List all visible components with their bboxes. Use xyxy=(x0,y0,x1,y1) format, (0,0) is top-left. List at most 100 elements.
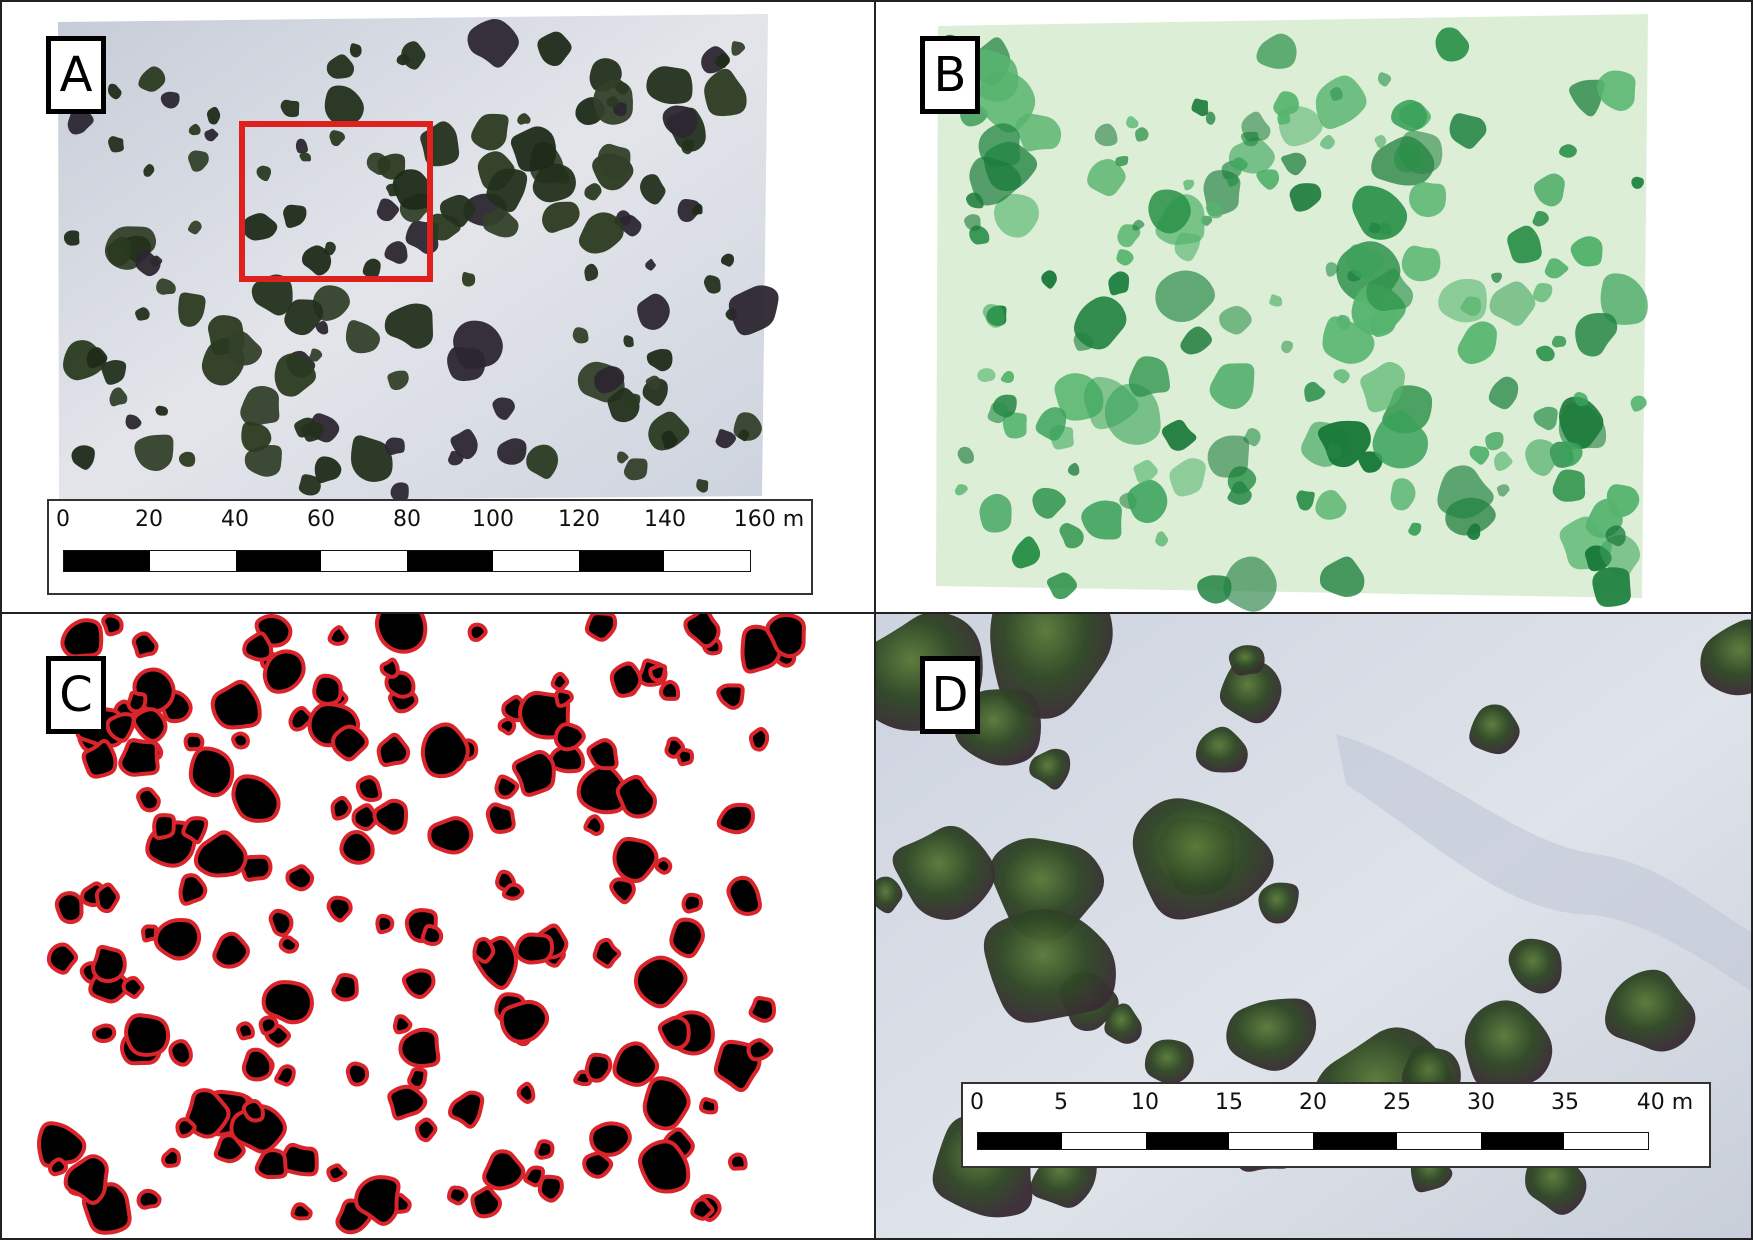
shrub-crown xyxy=(156,278,176,295)
vegetation-patch xyxy=(987,402,1008,424)
scale-tick: 10 xyxy=(1131,1090,1159,1115)
vegetation-patch xyxy=(1558,402,1607,450)
shrub-crown xyxy=(645,258,656,271)
vegetation-patch xyxy=(1346,244,1385,279)
segmented-shrub xyxy=(290,1202,313,1221)
vegetation-patch xyxy=(1223,556,1277,612)
segmented-shrub xyxy=(118,738,160,777)
vegetation-patch xyxy=(1358,451,1383,473)
shrub-crown xyxy=(108,136,124,153)
segmentation-image xyxy=(36,614,806,1235)
segmented-shrub xyxy=(514,932,555,965)
scale-tick: 140 xyxy=(644,507,686,532)
segmented-shrub xyxy=(238,854,273,882)
vegetation-patch xyxy=(1491,272,1503,283)
vegetation-patch xyxy=(1507,225,1542,264)
vegetation-patch xyxy=(969,156,1022,206)
shrub-crown xyxy=(1700,619,1751,696)
vegetation-patch xyxy=(1227,481,1252,505)
scale-bar-d-graphic xyxy=(977,1132,1649,1150)
scale-bar-a-graphic xyxy=(63,550,751,572)
segmented-shrub xyxy=(121,976,145,999)
vegetation-patch xyxy=(1228,137,1275,174)
segmented-shrub xyxy=(36,1121,87,1168)
segmented-shrub xyxy=(175,1117,197,1139)
segmented-shrub xyxy=(537,1174,564,1203)
segmented-shrub xyxy=(54,891,84,925)
scale-segment xyxy=(1396,1133,1481,1149)
shrub-crown xyxy=(386,183,400,197)
shrub-crown xyxy=(256,165,272,182)
vegetation-patch xyxy=(1032,487,1066,519)
vegetation-patch xyxy=(1569,79,1605,117)
vegetation-patch xyxy=(1241,111,1271,142)
segmented-shrub xyxy=(497,716,517,736)
vegetation-patch xyxy=(957,446,974,464)
segmented-shrub xyxy=(534,1139,555,1160)
vegetation-patch xyxy=(1046,572,1078,600)
shrub-crown xyxy=(401,41,426,70)
segmented-shrub xyxy=(485,802,516,834)
segmented-shrub xyxy=(288,706,315,732)
shrub-crown xyxy=(497,438,527,465)
scale-segment xyxy=(578,551,665,571)
segmented-shrub xyxy=(355,775,383,802)
vegetation-patch xyxy=(1132,219,1145,231)
segmented-shrub xyxy=(648,663,668,683)
scale-tick: 60 xyxy=(307,507,335,532)
vegetation-patch xyxy=(1169,458,1206,497)
segmented-shrub xyxy=(168,1039,193,1067)
shrub-crown xyxy=(1258,882,1299,924)
segmented-shrub xyxy=(683,614,721,649)
segmented-shrub xyxy=(60,618,104,659)
vegetation-patch xyxy=(1289,183,1322,212)
shrub-crown xyxy=(315,320,329,335)
segmented-shrub xyxy=(124,1013,171,1057)
segmented-shrub xyxy=(210,679,262,730)
segmented-shrub xyxy=(101,614,124,637)
scale-tick: 30 xyxy=(1467,1090,1495,1115)
vegetation-patch xyxy=(1559,440,1583,467)
segmented-shrub xyxy=(91,944,127,984)
shrub-crown xyxy=(637,293,670,330)
shrub-crown xyxy=(983,909,1116,1023)
shrub-crown xyxy=(1029,748,1071,790)
segmented-shrub xyxy=(726,875,762,916)
shrub-crown xyxy=(160,91,180,109)
vegetation-patch xyxy=(1011,536,1041,569)
scale-tick: 25 xyxy=(1383,1090,1411,1115)
vegetation-patch xyxy=(1360,361,1405,413)
segmented-shrub xyxy=(609,877,636,905)
shrub-crown xyxy=(178,451,196,467)
segmented-shrub xyxy=(589,1121,632,1157)
vegetation-patch xyxy=(1319,556,1365,597)
vegetation-patch xyxy=(1366,268,1414,311)
shrub-crown xyxy=(155,405,169,416)
segmented-shrub xyxy=(657,1015,691,1051)
segmented-shrub xyxy=(354,1175,401,1226)
vegetation-patch xyxy=(1573,391,1589,407)
vegetation-index-image xyxy=(936,14,1648,612)
vegetation-patch xyxy=(982,304,1005,328)
shrub-crown xyxy=(274,353,317,397)
segmented-shrub xyxy=(467,622,488,642)
vegetation-patch xyxy=(1155,270,1215,323)
segmented-shrub xyxy=(81,739,118,779)
vegetation-patch xyxy=(1320,134,1335,150)
vegetation-patch xyxy=(1570,236,1603,267)
shrub-crown xyxy=(572,327,589,344)
shrub-crown xyxy=(731,41,746,56)
vegetation-patch xyxy=(1155,531,1169,547)
scale-tick: 0 xyxy=(970,1090,984,1115)
shrub-crown xyxy=(615,81,629,95)
vegetation-patch xyxy=(1408,522,1422,536)
shrub-crown xyxy=(326,54,355,79)
shrub-crown xyxy=(101,360,127,385)
scale-segment xyxy=(1564,1133,1648,1149)
vegetation-patch xyxy=(1278,105,1323,147)
shrub-crown xyxy=(1228,645,1265,676)
shrub-crown xyxy=(578,212,624,254)
segmented-shrub xyxy=(231,731,250,750)
vegetation-patch xyxy=(1544,258,1569,279)
vegetation-patch xyxy=(1374,134,1387,148)
